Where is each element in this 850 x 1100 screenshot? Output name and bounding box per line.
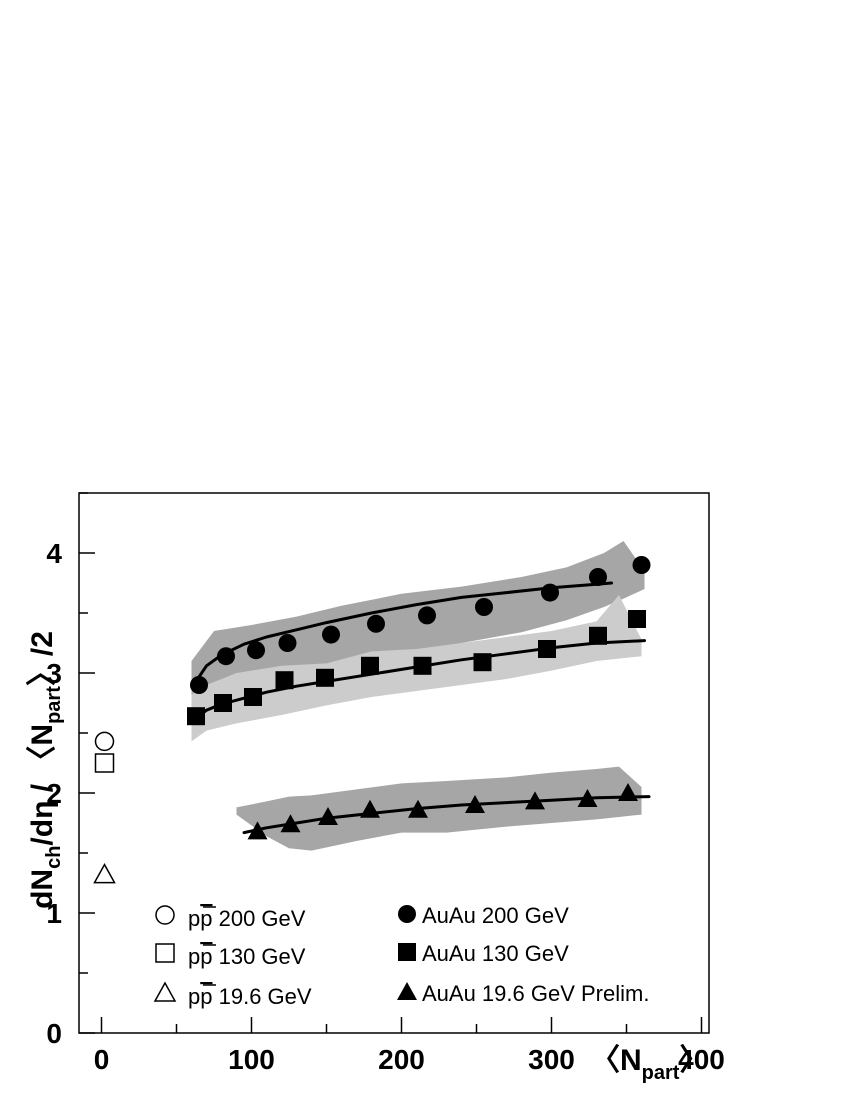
band-auau-19-6-gev-prelim — [236, 766, 642, 851]
point-auau-200-gev-1 — [217, 647, 235, 666]
y-axis-title: dNch/dη / 〈Npart〉/2 — [26, 631, 65, 909]
data-markers — [93, 556, 651, 884]
legend-label-left-0: pp 200 GeV — [188, 906, 306, 931]
point-auau-19-6-gev-prelim-4 — [408, 799, 428, 818]
point-auau-130-gev-2 — [244, 688, 262, 706]
point-auau-130-gev-4 — [316, 668, 334, 687]
point-auau-19-6-gev-prelim-6 — [525, 791, 545, 810]
point-auau-200-gev-3 — [278, 634, 297, 652]
point-auau-19-6-gev-prelim-3 — [360, 799, 380, 818]
point-auau-19-6-gev-prelim-1 — [280, 814, 301, 833]
plot-frame — [78, 492, 710, 1034]
point-auau-19-6-gev-prelim-5 — [465, 795, 485, 813]
point-auau-130-gev-3 — [275, 671, 294, 690]
point-auau-200-gev-4 — [322, 625, 340, 644]
legend-label-left-1: pp 130 GeV — [188, 944, 306, 969]
y-tick-label-2: 2 — [46, 778, 62, 809]
point-auau-130-gev-9 — [589, 626, 607, 645]
x-tick-label-100: 100 — [228, 1044, 275, 1075]
x-axis-title: 〈Npart〉 — [590, 1044, 709, 1084]
legend-marker-left-2 — [153, 981, 177, 1002]
y-tick-label-0: 0 — [46, 1018, 62, 1049]
legend-marker-left-0 — [155, 905, 175, 925]
point-pp-130-gev-0 — [94, 753, 115, 773]
axis-tick-labels: 0 100 200 300 400 0 1 2 3 4 — [46, 538, 724, 1075]
point-pp-200-gev-0 — [94, 731, 115, 752]
point-auau-130-gev-6 — [413, 656, 432, 675]
point-auau-200-gev-6 — [418, 606, 436, 625]
y-tick-label-1: 1 — [46, 898, 62, 929]
point-auau-19-6-gev-prelim-7 — [577, 789, 598, 807]
point-auau-200-gev-2 — [247, 641, 265, 660]
point-auau-130-gev-8 — [538, 640, 556, 658]
point-auau-130-gev-5 — [361, 656, 379, 675]
point-auau-130-gev-1 — [214, 694, 232, 712]
point-auau-200-gev-0 — [190, 676, 208, 694]
legend-marker-right-2 — [397, 982, 417, 1000]
legend-label-left-2: pp 19.6 GeV — [188, 984, 312, 1009]
y-tick-label-3: 3 — [46, 658, 62, 689]
legend: pp 200 GeV pp 130 GeV pp 19.6 GeV AuAu 200 … — [153, 903, 649, 1009]
x-tick-label-400: 400 — [678, 1044, 725, 1075]
point-pp-19-6-gev-0 — [93, 863, 116, 884]
point-auau-200-gev-7 — [475, 598, 493, 616]
legend-marker-right-1 — [398, 943, 416, 961]
point-auau-130-gev-0 — [187, 707, 205, 726]
x-tick-label-0: 0 — [94, 1044, 110, 1075]
legend-marker-left-1 — [155, 943, 175, 963]
point-auau-130-gev-7 — [473, 653, 492, 672]
point-auau-200-gev-9 — [589, 568, 607, 586]
point-auau-200-gev-10 — [632, 556, 651, 574]
point-auau-200-gev-5 — [367, 614, 385, 633]
band-auau-200-gev — [191, 541, 645, 700]
point-auau-19-6-gev-prelim-2 — [318, 807, 338, 825]
axis-ticks — [79, 492, 703, 1034]
legend-marker-right-0 — [398, 905, 416, 923]
y-tick-label-4: 4 — [46, 538, 62, 569]
point-auau-19-6-gev-prelim-8 — [618, 783, 638, 801]
point-auau-130-gev-10 — [628, 610, 646, 628]
legend-label-right-1: AuAu 130 GeV — [422, 941, 569, 966]
legend-label-right-0: AuAu 200 GeV — [422, 903, 569, 928]
point-auau-19-6-gev-prelim-0 — [247, 821, 268, 840]
x-tick-label-300: 300 — [528, 1044, 575, 1075]
x-tick-label-200: 200 — [378, 1044, 425, 1075]
legend-label-right-2: AuAu 19.6 GeV Prelim. — [422, 981, 649, 1006]
point-auau-200-gev-8 — [541, 583, 559, 602]
